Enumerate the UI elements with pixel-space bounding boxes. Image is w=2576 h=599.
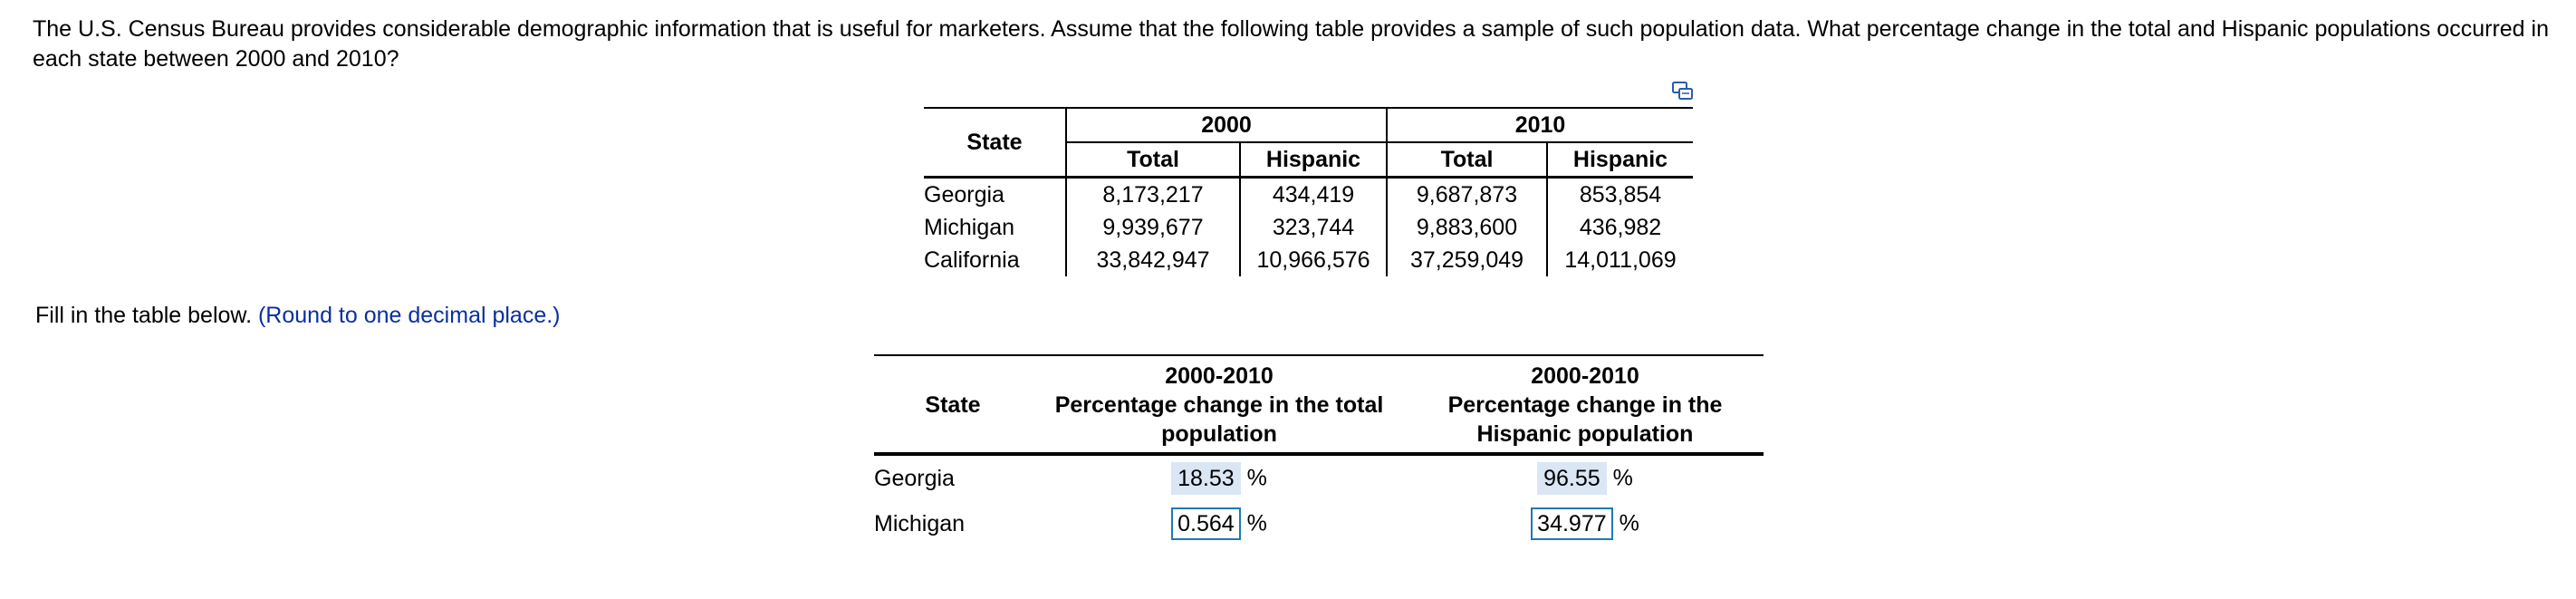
table-row: California 33,842,947 10,966,576 37,259,… (924, 244, 1693, 276)
value-cell: 323,744 (1239, 211, 1387, 244)
sub-header-2010-total: Total (1386, 142, 1547, 179)
hispanic-change-answer-georgia[interactable]: 96.55 (1537, 462, 1607, 495)
hispanic-change-header-line2: Percentage change in the (1447, 392, 1723, 418)
state-header: State (924, 107, 1066, 179)
hispanic-change-cell: 34.977 % (1407, 501, 1764, 546)
total-change-cell: 0.564 % (1032, 501, 1407, 546)
hispanic-change-cell: 96.55 % (1407, 454, 1764, 501)
sub-header-2000-hispanic: Hispanic (1239, 142, 1387, 179)
value-cell: 10,966,576 (1239, 244, 1387, 276)
table-row: Georgia 8,173,217 434,419 9,687,873 853,… (924, 177, 1693, 211)
percent-unit: % (1246, 465, 1267, 491)
value-cell: 9,687,873 (1386, 177, 1547, 211)
percent-unit: % (1612, 465, 1633, 491)
percent-unit: % (1619, 510, 1639, 536)
table-row: Michigan 9,939,677 323,744 9,883,600 436… (924, 211, 1693, 244)
value-cell: 8,173,217 (1065, 177, 1240, 211)
hispanic-change-header-line1: 2000-2010 (1531, 363, 1639, 389)
value-cell: 436,982 (1546, 211, 1693, 244)
value-cell: 14,011,069 (1546, 244, 1693, 276)
sub-header-2000-total: Total (1065, 142, 1240, 179)
hispanic-change-answer-michigan[interactable]: 34.977 (1531, 507, 1613, 540)
instruction-text: Fill in the table below. (35, 303, 253, 328)
total-change-header-line2: Percentage change in the total (1054, 392, 1384, 418)
population-data-table: State 2000 2010 Total Hispanic Total His… (924, 107, 1693, 276)
value-cell: 33,842,947 (1065, 244, 1240, 276)
answer-row: Georgia 18.53 % 96.55 % (874, 454, 1764, 501)
total-change-header-line3: population (1161, 421, 1277, 447)
value-cell: 9,883,600 (1386, 211, 1547, 244)
hispanic-change-header: 2000-2010 Percentage change in the Hispa… (1407, 354, 1764, 456)
state-name: Michigan (924, 214, 1015, 240)
question-text: The U.S. Census Bureau provides consider… (33, 16, 2549, 72)
year-header-2010: 2010 (1386, 107, 1693, 143)
value-cell: 9,939,677 (1065, 211, 1240, 244)
value-cell: 434,419 (1239, 177, 1387, 211)
value-cell: 37,259,049 (1386, 244, 1547, 276)
fill-instruction: Fill in the table below. (Round to one d… (35, 301, 561, 331)
state-name: Georgia (924, 181, 1004, 208)
total-change-cell: 18.53 % (1032, 454, 1407, 501)
answer-state-header: State (874, 354, 1032, 456)
sub-header-2010-hispanic: Hispanic (1546, 142, 1693, 179)
percent-unit: % (1246, 510, 1267, 536)
hispanic-change-header-line3: Hispanic population (1476, 421, 1694, 447)
rounding-hint: (Round to one decimal place.) (257, 303, 561, 328)
total-change-header: 2000-2010 Percentage change in the total… (1032, 354, 1407, 456)
copy-icon[interactable] (1671, 80, 1695, 103)
answer-row: Michigan 0.564 % 34.977 % (874, 501, 1764, 546)
total-change-header-line1: 2000-2010 (1165, 363, 1274, 389)
value-cell: 853,854 (1546, 177, 1693, 211)
state-name: California (924, 246, 1020, 273)
year-header-2000: 2000 (1065, 107, 1387, 143)
total-change-answer-michigan[interactable]: 0.564 (1171, 507, 1241, 540)
answer-table: State 2000-2010 Percentage change in the… (874, 354, 1764, 546)
answer-state-name: Michigan (874, 510, 966, 536)
total-change-answer-georgia[interactable]: 18.53 (1171, 462, 1241, 495)
answer-state-name: Georgia (874, 465, 955, 491)
